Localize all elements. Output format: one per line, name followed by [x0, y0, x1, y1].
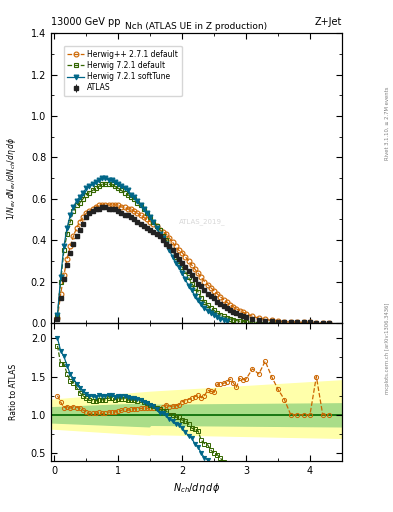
Line: Herwig++ 2.7.1 default: Herwig++ 2.7.1 default [55, 203, 332, 325]
Herwig 7.2.1 softTune [100, 175, 105, 181]
Herwig 7.2.1 softTune [173, 260, 178, 266]
Line: Herwig 7.2.1 softTune: Herwig 7.2.1 softTune [55, 176, 229, 323]
Text: Z+Jet: Z+Jet [314, 16, 342, 27]
Herwig 7.2.1 softTune [84, 185, 88, 191]
Herwig 7.2.1 softTune [122, 185, 127, 191]
Herwig 7.2.1 softTune [224, 317, 229, 324]
Herwig++ 2.7.1 default [257, 315, 261, 321]
Text: mcplots.cern.ch [arXiv:1306.3436]: mcplots.cern.ch [arXiv:1306.3436] [385, 303, 390, 394]
Herwig 7.2.1 default [55, 312, 60, 318]
Herwig++ 2.7.1 default [110, 202, 114, 208]
Herwig 7.2.1 default [275, 319, 280, 326]
Text: ATLAS_2019_: ATLAS_2019_ [179, 218, 226, 225]
Herwig++ 2.7.1 default [269, 317, 274, 324]
Herwig 7.2.1 softTune [55, 311, 60, 317]
Herwig 7.2.1 default [106, 181, 111, 187]
Text: 13000 GeV pp: 13000 GeV pp [51, 16, 121, 27]
Y-axis label: Ratio to ATLAS: Ratio to ATLAS [9, 364, 18, 420]
Herwig++ 2.7.1 default [135, 210, 140, 217]
Herwig++ 2.7.1 default [97, 202, 101, 208]
Legend: Herwig++ 2.7.1 default, Herwig 7.2.1 default, Herwig 7.2.1 softTune, ATLAS: Herwig++ 2.7.1 default, Herwig 7.2.1 def… [64, 46, 182, 96]
Herwig 7.2.1 default [164, 237, 169, 243]
Herwig 7.2.1 softTune [151, 219, 156, 225]
Herwig 7.2.1 default [119, 187, 124, 194]
Herwig 7.2.1 default [257, 319, 261, 326]
Title: Nch (ATLAS UE in Z production): Nch (ATLAS UE in Z production) [125, 22, 268, 31]
Herwig++ 2.7.1 default [320, 319, 325, 326]
Herwig++ 2.7.1 default [173, 243, 178, 249]
Herwig++ 2.7.1 default [327, 319, 331, 326]
Herwig 7.2.1 default [145, 210, 149, 217]
X-axis label: $N_{ch}/d\eta\,d\phi$: $N_{ch}/d\eta\,d\phi$ [173, 481, 220, 495]
Herwig 7.2.1 softTune [157, 231, 162, 237]
Herwig 7.2.1 softTune [161, 235, 165, 241]
Herwig++ 2.7.1 default [288, 319, 293, 325]
Herwig 7.2.1 default [100, 181, 105, 187]
Line: Herwig 7.2.1 default: Herwig 7.2.1 default [55, 182, 281, 325]
Y-axis label: $1/N_{ev}\,dN_{ev}/dN_{ch}/d\eta\,d\phi$: $1/N_{ev}\,dN_{ev}/dN_{ch}/d\eta\,d\phi$ [5, 137, 18, 220]
Herwig++ 2.7.1 default [55, 315, 60, 321]
Herwig 7.2.1 default [234, 317, 239, 324]
Text: Rivet 3.1.10, ≥ 2.7M events: Rivet 3.1.10, ≥ 2.7M events [385, 86, 390, 160]
Herwig 7.2.1 default [263, 319, 268, 326]
